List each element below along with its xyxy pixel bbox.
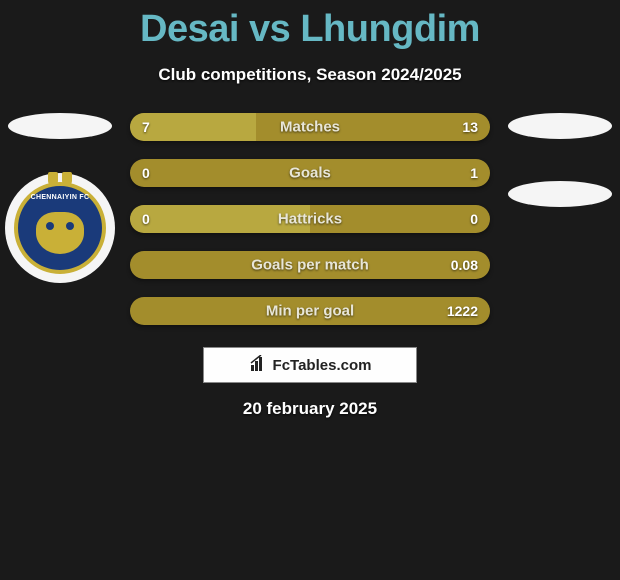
stat-bar: Matches 7 13 bbox=[130, 113, 490, 141]
brand-box: FcTables.com bbox=[203, 347, 417, 383]
club-name: CHENNAIYIN FC bbox=[31, 194, 90, 201]
stat-bar: Min per goal 1222 bbox=[130, 297, 490, 325]
right-player-col bbox=[508, 113, 612, 207]
chart-icon bbox=[249, 355, 269, 376]
stat-value-left: 7 bbox=[142, 119, 150, 135]
stat-bar: Hattricks 0 0 bbox=[130, 205, 490, 233]
stat-value-left: 0 bbox=[142, 211, 150, 227]
club-badge: CHENNAIYIN FC bbox=[5, 173, 115, 283]
stat-label: Goals per match bbox=[251, 257, 369, 274]
badge-mascot bbox=[36, 212, 84, 254]
stat-value-left: 0 bbox=[142, 165, 150, 181]
stat-value-right: 1222 bbox=[447, 303, 478, 319]
badge-trophies bbox=[48, 172, 72, 186]
stat-label: Matches bbox=[280, 119, 340, 136]
player-photo-placeholder bbox=[8, 113, 112, 139]
stats-bars: Matches 7 13 Goals 0 1 Hattricks 0 0 Goals per ma… bbox=[130, 113, 490, 325]
stat-label: Hattricks bbox=[278, 211, 342, 228]
stat-bar: Goals 0 1 bbox=[130, 159, 490, 187]
left-player-col: CHENNAIYIN FC bbox=[8, 113, 112, 283]
brand-text: FcTables.com bbox=[273, 357, 372, 374]
page-title: Desai vs Lhungdim bbox=[0, 0, 620, 51]
club-badge-inner: CHENNAIYIN FC bbox=[14, 182, 106, 274]
date-text: 20 february 2025 bbox=[0, 399, 620, 419]
stat-value-right: 13 bbox=[462, 119, 478, 135]
subtitle: Club competitions, Season 2024/2025 bbox=[0, 65, 620, 85]
stat-label: Goals bbox=[289, 165, 331, 182]
club-badge-placeholder bbox=[508, 181, 612, 207]
player-photo-placeholder bbox=[508, 113, 612, 139]
stat-value-right: 0.08 bbox=[451, 257, 478, 273]
stat-value-right: 1 bbox=[470, 165, 478, 181]
comparison-row: CHENNAIYIN FC Matches 7 13 Goals 0 1 Hattricks… bbox=[0, 113, 620, 325]
stat-value-right: 0 bbox=[470, 211, 478, 227]
stat-bar: Goals per match 0.08 bbox=[130, 251, 490, 279]
stat-label: Min per goal bbox=[266, 303, 354, 320]
